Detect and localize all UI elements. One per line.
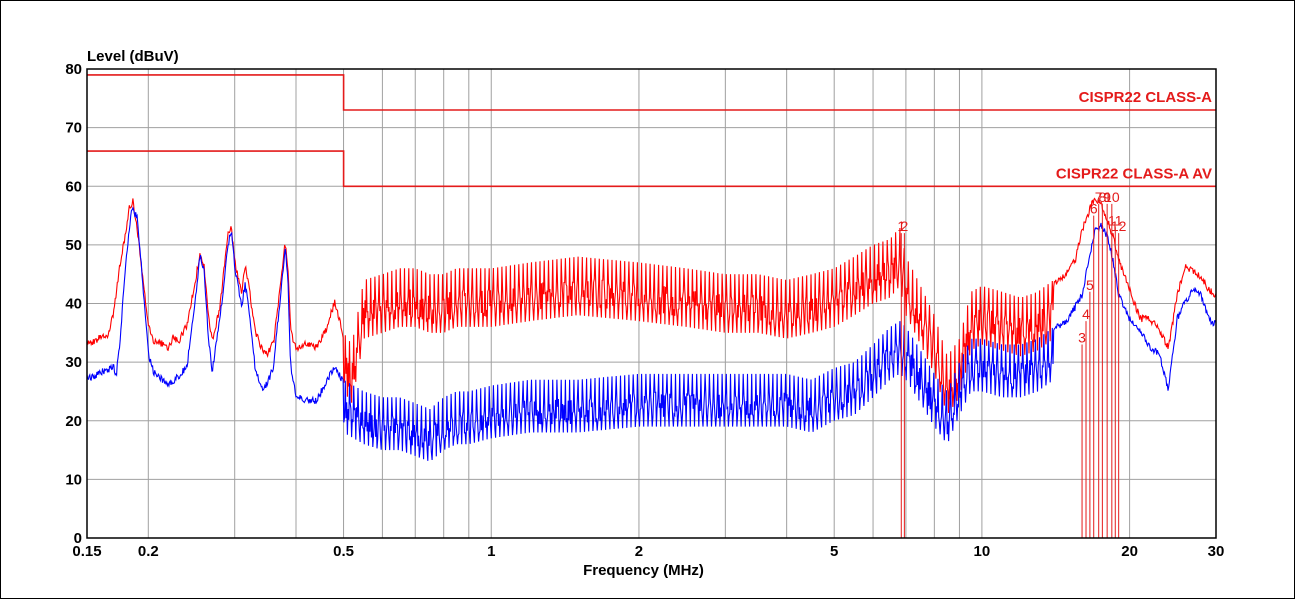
trace-line <box>86 197 1217 414</box>
traces <box>86 197 1217 461</box>
marker-label: 1 <box>897 218 905 234</box>
marker-label: 3 <box>1078 330 1086 346</box>
marker-label: 11 <box>1108 212 1123 228</box>
limit-line <box>87 150 1216 188</box>
limit-label: CISPR22 CLASS-A AV <box>1056 165 1212 182</box>
marker-label: 10 <box>1104 189 1120 205</box>
marker-label: 12 <box>1111 218 1127 234</box>
y-tick-label: 0 <box>74 530 82 547</box>
marker-label: 2 <box>900 218 908 234</box>
y-tick-label: 70 <box>65 120 82 137</box>
y-axis-label: Level (dBuV) <box>87 48 179 65</box>
marker-label: 7 <box>1095 189 1103 205</box>
y-tick-label: 40 <box>65 296 82 313</box>
x-axis-label: Frequency (MHz) <box>583 562 704 579</box>
x-tick-label: 0.15 <box>72 543 101 560</box>
x-tick-label: 0.5 <box>333 543 354 560</box>
limit-lines: CISPR22 CLASS-A CISPR22 CLASS-A AV <box>87 74 1216 188</box>
y-tick-label: 20 <box>65 413 82 430</box>
plot-border <box>86 68 1217 539</box>
y-tick-label: 60 <box>65 178 82 195</box>
x-tick-label: 20 <box>1121 543 1138 560</box>
x-tick-label: 30 <box>1208 543 1225 560</box>
y-tick-label: 30 <box>65 354 82 371</box>
limit-line <box>87 74 1216 111</box>
limit-label: CISPR22 CLASS-A <box>1079 89 1213 106</box>
x-tick-label: 1 <box>487 543 495 560</box>
marker-label: 5 <box>1086 277 1094 293</box>
x-tick-label: 2 <box>635 543 643 560</box>
marker-label: 6 <box>1090 201 1098 217</box>
marker-label: 4 <box>1082 306 1090 322</box>
y-tick-label: 10 <box>65 471 82 488</box>
x-tick-label: 5 <box>830 543 838 560</box>
marker-label: 9 <box>1103 189 1111 205</box>
y-tick-label: 80 <box>65 61 82 78</box>
marker-label: 8 <box>1098 189 1106 205</box>
y-tick-label: 50 <box>65 237 82 254</box>
x-tick-label: 0.2 <box>138 543 159 560</box>
x-tick-label: 10 <box>974 543 991 560</box>
trace-line <box>86 206 1217 461</box>
